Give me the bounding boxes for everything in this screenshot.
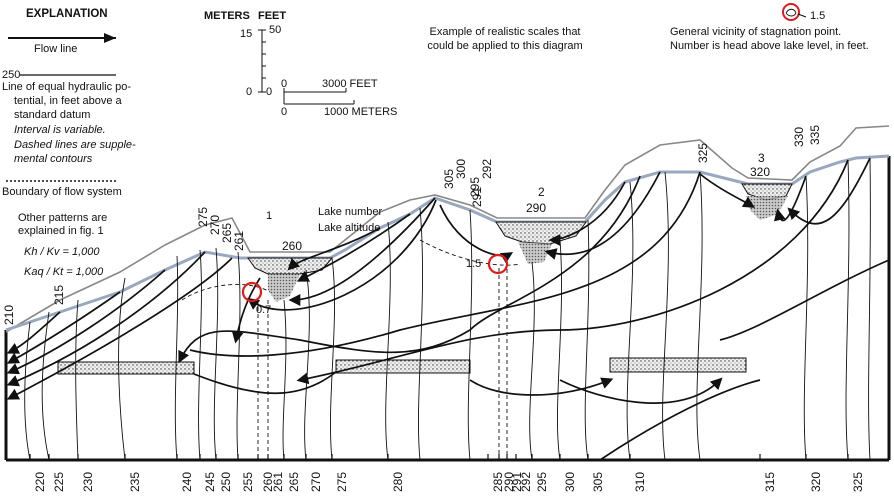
contour-note: mental contours: [14, 153, 93, 165]
lake-3-number: 3: [758, 151, 765, 165]
bottom-axis-label: 270: [309, 471, 323, 492]
ratio-kh-kv: Kh / Kv = 1,000: [24, 246, 100, 258]
contour-desc: tential, in feet above a: [14, 95, 122, 107]
lake-2-number: 2: [538, 185, 545, 199]
lake-altitude-label: Lake altitude: [318, 222, 381, 234]
other-patterns-note: Other patterns are: [18, 212, 108, 224]
bottom-axis-label: 305: [591, 471, 605, 492]
lake-2-altitude: 290: [526, 201, 547, 215]
flow-lines: [6, 157, 890, 461]
lake-3-fine-sediment: [746, 196, 788, 220]
bottom-axis-label: 265: [287, 471, 301, 492]
bottom-axis-label: 300: [563, 471, 577, 492]
bottom-axis-label: 310: [633, 471, 647, 492]
contour-note: Dashed lines are supple-: [14, 139, 136, 151]
lake-2-fine-sediment: [518, 242, 552, 264]
contour-label: 325: [696, 142, 710, 163]
bottom-axis-label: 230: [81, 471, 95, 492]
bottom-axis-label: 320: [809, 471, 823, 492]
stagnation-legend-icon: [782, 3, 800, 21]
lake-1-fine-sediment: [268, 274, 300, 302]
v-scale-feet-zero: 0: [266, 86, 273, 98]
contour-label: 330: [792, 126, 806, 147]
contour-label: 215: [52, 284, 66, 305]
ratio-kaq-kt: Kaq / Kt = 1,000: [24, 266, 104, 278]
lake-3-altitude: 320: [750, 165, 771, 179]
lake-2-sediment: [495, 221, 587, 245]
h-scale-m-max: 1000 METERS: [324, 106, 398, 118]
lake-number-label: Lake number: [318, 206, 383, 218]
bottom-axis-label: 245: [203, 471, 217, 492]
scale-caption: could be applied to this diagram: [427, 40, 583, 52]
contour-desc: Line of equal hydraulic po-: [2, 81, 132, 93]
scale-caption: Example of realistic scales that: [429, 26, 581, 38]
bottom-axis-label: 250: [219, 471, 233, 492]
bottom-axis-label: 292: [519, 471, 533, 492]
contour-label: 291: [470, 186, 484, 207]
bottom-axis-label: 261: [271, 471, 285, 492]
meters-label: METERS: [204, 10, 250, 22]
arrow-head-icon: [104, 33, 116, 43]
flow-system-boundary: [4, 156, 891, 462]
h-scale-m-zero: 0: [281, 106, 288, 118]
lake-1-altitude: 260: [282, 239, 303, 253]
contour-label: 261: [232, 230, 246, 251]
flow-line-label: Flow line: [34, 43, 78, 55]
supplemental-contours: [181, 239, 521, 460]
contour-note: Interval is variable.: [14, 124, 106, 136]
other-patterns-note: explained in fig. 1: [18, 225, 104, 237]
v-scale-meters-zero: 0: [246, 86, 253, 98]
bottom-axis-label: 225: [52, 471, 66, 492]
bottom-axis-label: 315: [763, 471, 777, 492]
bottom-axis-label: 275: [335, 471, 349, 492]
stagnation-legend-text: General vicinity of stagnation point.: [670, 26, 842, 38]
v-scale-feet-top: 50: [269, 24, 282, 36]
contour-label: 292: [480, 158, 494, 179]
stagnation-point-a-value: 1.5: [466, 258, 482, 270]
aquifer-lens: [57, 361, 195, 375]
bottom-axis-label: 235: [128, 471, 142, 492]
bottom-axis-label: 325: [851, 471, 865, 492]
contour-label: 210: [2, 304, 16, 325]
stagnation-legend-value: 1.5: [810, 10, 826, 22]
vertical-scale-ticks: [262, 41, 266, 79]
stagnation-point-icon: [241, 281, 263, 303]
contour-label: 300: [454, 158, 468, 179]
boundary-label: Boundary of flow system: [2, 186, 122, 198]
contour-value: 250: [2, 69, 21, 81]
aquifer-lens: [609, 357, 747, 373]
land-surface: [5, 125, 890, 333]
stagnation-legend-text: Number is head above lake level, in feet…: [670, 40, 869, 52]
lake-1-sediment: [247, 257, 334, 275]
contour-label: 335: [808, 124, 822, 145]
h-scale-feet-max: 3000 FEET: [322, 78, 378, 90]
stagnation-point-b-value: 0.7: [256, 304, 272, 316]
bottom-axis-label: 220: [33, 471, 47, 492]
feet-label: FEET: [258, 10, 287, 22]
v-scale-meters-top: 15: [240, 28, 253, 40]
h-scale-feet-zero: 0: [281, 78, 288, 90]
equipotential-lines: [24, 157, 871, 461]
bottom-axis-label: 280: [391, 471, 405, 492]
bottom-axis-label: 240: [180, 471, 194, 492]
lake-1-number: 1: [266, 210, 273, 222]
explanation-heading: EXPLANATION: [26, 8, 108, 20]
bottom-axis-label: 255: [241, 471, 255, 492]
contour-desc: standard datum: [14, 109, 91, 121]
bottom-axis-label: 295: [535, 471, 549, 492]
stagnation-point-icon: [487, 253, 509, 275]
